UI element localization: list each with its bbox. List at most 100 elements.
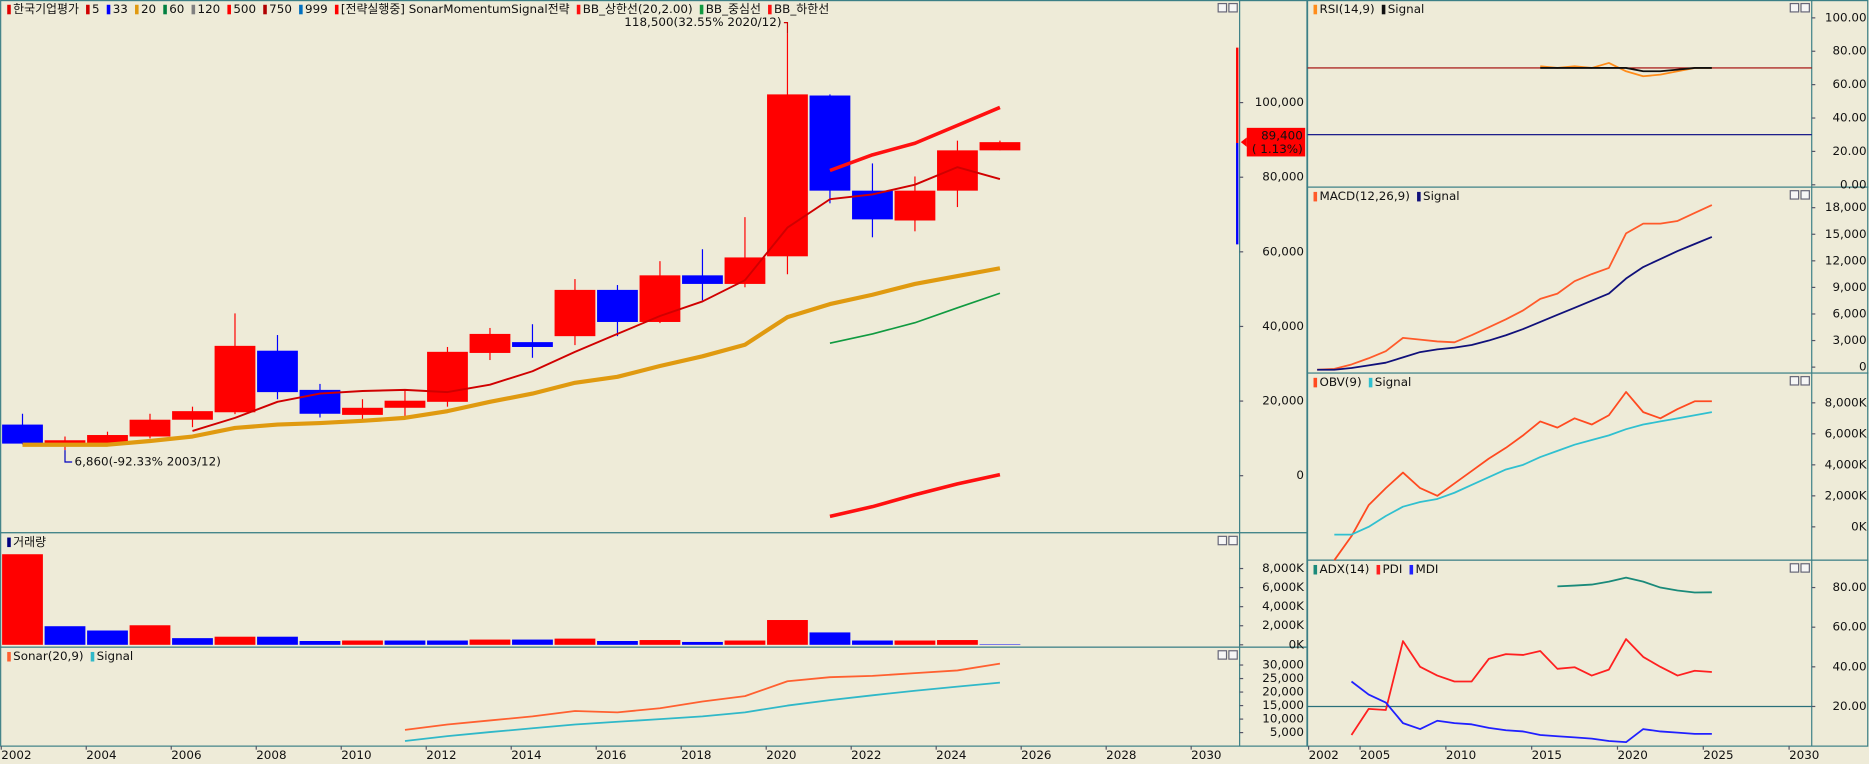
x-tick-label: 2004 <box>86 748 116 762</box>
candle-body <box>384 400 426 408</box>
x-tick-label: 2020 <box>1617 748 1647 762</box>
candle-body <box>979 142 1021 151</box>
legend-marker <box>227 4 231 15</box>
panel-button[interactable] <box>1789 563 1800 573</box>
legend-marker <box>7 651 11 662</box>
y-tick-label: 100,000 <box>1255 95 1304 109</box>
volume-bar <box>384 640 426 645</box>
legend-label: 거래량 <box>13 535 46 549</box>
legend-label: Signal <box>1388 2 1425 16</box>
volume-bar <box>214 636 256 645</box>
line-series <box>1540 62 1712 78</box>
candle-body <box>172 411 213 420</box>
legend-marker <box>1313 377 1318 388</box>
candle-body <box>257 350 298 393</box>
last-price-pointer <box>1240 137 1247 147</box>
candle-body <box>87 435 128 444</box>
candle-body <box>767 94 808 257</box>
panel-button[interactable] <box>1217 650 1228 660</box>
panel-button[interactable] <box>1800 563 1810 573</box>
legend-marker <box>7 4 11 15</box>
panel-button[interactable] <box>1789 2 1800 13</box>
y-tick-label: 0K <box>1851 519 1868 533</box>
legend-marker <box>299 4 303 15</box>
y-tick-label: 18,000 <box>1825 200 1867 214</box>
candle-body <box>597 289 638 322</box>
x-tick-label: 2006 <box>171 748 201 762</box>
y-tick-label: 40,000 <box>1262 319 1304 333</box>
panel-button[interactable] <box>1800 376 1810 386</box>
y-tick-label: 30,000 <box>1262 658 1304 672</box>
legend-marker <box>86 4 90 15</box>
x-tick-label: 2015 <box>1532 748 1562 762</box>
y-tick-label: 40.00 <box>1832 659 1866 673</box>
y-tick-label: 5,000 <box>1270 725 1304 739</box>
x-tick-label: 2012 <box>426 748 456 762</box>
x-tick-label: 2010 <box>1446 748 1476 762</box>
legend-marker <box>576 4 581 15</box>
x-tick-label: 2020 <box>766 748 796 762</box>
rsi-panel <box>1306 0 1869 188</box>
volume-panel <box>0 532 1308 648</box>
line-series <box>1333 391 1712 561</box>
x-tick-label: 2030 <box>1789 748 1819 762</box>
legend-marker <box>1381 4 1386 15</box>
panel-button[interactable] <box>1800 190 1810 200</box>
legend-marker <box>1313 564 1318 575</box>
legend-label: BB_중심선 <box>706 2 761 16</box>
legend-marker <box>699 4 704 15</box>
panel-button[interactable] <box>1800 2 1810 13</box>
candle-body <box>214 345 256 413</box>
candle-body <box>129 419 171 437</box>
panel-button[interactable] <box>1789 190 1800 200</box>
panel-button[interactable] <box>1228 650 1238 660</box>
y-tick-label: 0 <box>1859 360 1867 374</box>
line-series <box>1350 638 1712 736</box>
volume-bar <box>342 640 383 645</box>
annotation: 6,860(-92.33% 2003/12) <box>75 455 221 469</box>
x-tick-label: 2010 <box>341 748 371 762</box>
legend-marker <box>768 4 772 15</box>
candle-body <box>44 440 86 444</box>
volume-bar <box>469 639 511 645</box>
legend-marker <box>334 4 339 15</box>
legend-label: 120 <box>198 2 221 16</box>
volume-bar <box>894 640 936 645</box>
volume-bar <box>172 638 213 645</box>
legend-marker <box>1368 377 1373 388</box>
panel-button[interactable] <box>1789 376 1800 386</box>
panel-button[interactable] <box>1228 535 1238 546</box>
last-price-box <box>1246 127 1306 157</box>
annotation-leader <box>783 22 789 34</box>
line-series <box>22 266 1001 447</box>
price-panel <box>0 0 1308 534</box>
legend-label: 750 <box>269 2 292 16</box>
legend-label: BB_하한선 <box>774 2 829 16</box>
legend-marker <box>1313 191 1318 202</box>
legend-marker <box>163 4 167 15</box>
panel-button[interactable] <box>1217 2 1228 13</box>
annotation-leader <box>64 450 73 463</box>
line-series <box>829 105 1001 173</box>
x-tick-label: 2014 <box>511 748 541 762</box>
volume-bar <box>724 640 766 645</box>
candle-body <box>342 407 383 415</box>
line-series <box>829 472 1001 519</box>
y-tick-label: 60.00 <box>1832 77 1866 91</box>
legend-marker <box>191 4 196 15</box>
candle-body <box>809 95 851 191</box>
panel-button[interactable] <box>1228 2 1238 13</box>
volume-bar <box>597 640 638 645</box>
panel-button[interactable] <box>1217 535 1228 546</box>
candle-body <box>894 190 936 221</box>
volume-bar <box>809 632 851 645</box>
y-tick-label: 0K <box>1289 637 1306 651</box>
volume-bar <box>129 625 171 645</box>
legend-marker <box>1417 191 1421 202</box>
x-tick-label: 2030 <box>1191 748 1221 762</box>
volume-bar <box>87 630 128 645</box>
candle-body <box>512 342 553 347</box>
legend-label: RSI(14,9) <box>1319 2 1374 16</box>
y-tick-label: 6,000K <box>1262 580 1305 594</box>
y-tick-label: 15,000 <box>1825 227 1867 241</box>
